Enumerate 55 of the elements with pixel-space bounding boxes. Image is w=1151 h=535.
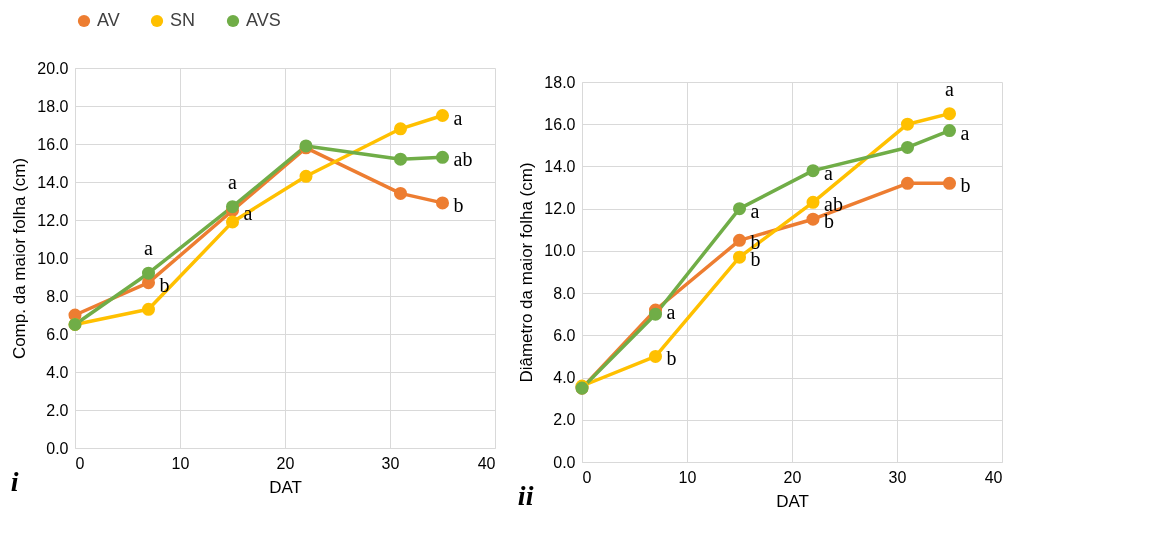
annotation: a (824, 161, 833, 184)
annotation: b (453, 193, 464, 216)
y-tick-label: 6.0 (46, 325, 69, 343)
legend-label: AVS (246, 10, 281, 30)
annotation: b (824, 210, 834, 233)
y-tick-label: 10.0 (544, 242, 576, 260)
y-tick-label: 0.0 (46, 439, 69, 457)
y-tick-label: 8.0 (553, 284, 576, 302)
annotation: a (228, 170, 238, 193)
x-tick-label: 0 (75, 454, 85, 472)
annotation: b (666, 347, 677, 370)
y-tick-label: 10.0 (37, 249, 69, 267)
y-tick-label: 18.0 (37, 97, 69, 115)
x-axis-title: DAT (776, 491, 809, 511)
annotation: a (750, 199, 760, 222)
x-tick-label: 30 (381, 454, 400, 472)
y-tick-label: 12.0 (544, 200, 576, 218)
x-tick-label: 20 (783, 468, 802, 486)
annotation: b (960, 174, 971, 197)
x-tick-label: 0 (582, 468, 592, 486)
y-tick-label: 14.0 (37, 173, 69, 191)
y-tick-label: 14.0 (544, 157, 576, 175)
annotation: ab (453, 148, 473, 171)
x-tick-label: 40 (984, 468, 1003, 486)
legend-label: SN (170, 10, 196, 30)
y-tick-label: 12.0 (37, 211, 69, 229)
y-tick-label: 2.0 (46, 401, 69, 419)
y-tick-label: 0.0 (553, 453, 576, 471)
x-tick-label: 10 (678, 468, 697, 486)
y-tick-label: 16.0 (544, 115, 576, 133)
y-tick-label: 6.0 (553, 326, 576, 344)
y-tick-label: 8.0 (46, 287, 69, 305)
annotation: a (144, 237, 154, 260)
y-tick-label: 18.0 (544, 73, 576, 91)
annotation: a (945, 77, 955, 100)
x-axis-title: DAT (269, 477, 302, 497)
annotation: a (960, 121, 970, 144)
text: ii (517, 480, 534, 511)
y-tick-label: 4.0 (553, 369, 576, 387)
annotation: b (159, 273, 170, 296)
x-tick-label: 20 (276, 454, 295, 472)
y-axis-title: Comp. da maior folha (cm) (10, 157, 30, 360)
annotation: a (666, 301, 676, 323)
x-tick-label: 30 (888, 468, 907, 486)
legend-label: AV (97, 10, 120, 30)
y-tick-label: 2.0 (553, 411, 576, 429)
annotation: a (453, 106, 463, 129)
text: i (10, 466, 19, 497)
x-tick-label: 40 (477, 454, 496, 472)
y-tick-label: 4.0 (46, 363, 69, 381)
annotation: b (750, 248, 761, 271)
y-axis-title: Diâmetro da maior folha (cm) (517, 162, 537, 383)
y-tick-label: 16.0 (37, 135, 69, 153)
y-tick-label: 20.0 (37, 59, 69, 77)
x-tick-label: 10 (171, 454, 190, 472)
